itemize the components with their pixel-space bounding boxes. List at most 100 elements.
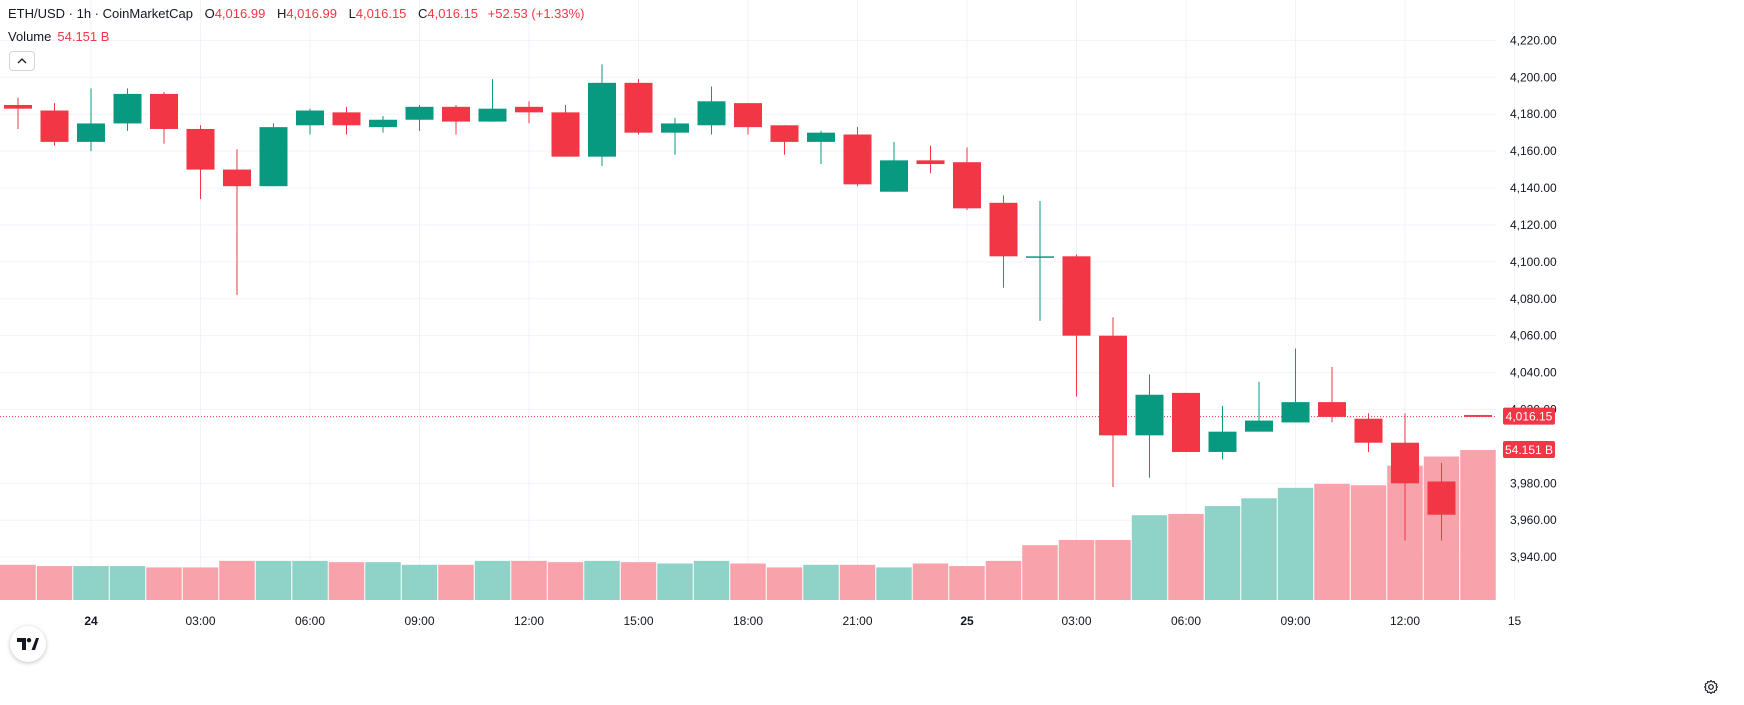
time-tick-label: 03:00: [1061, 614, 1091, 628]
collapse-legend-button[interactable]: [9, 51, 35, 71]
candle: [1354, 413, 1383, 452]
volume-bar: [1350, 485, 1387, 600]
price-tick-label: 3,960.00: [1510, 513, 1557, 527]
volume-bar: [474, 560, 511, 600]
volume-label: Volume: [8, 29, 52, 44]
open-value: 4,016.99: [214, 6, 266, 21]
volume-bar: [1095, 540, 1131, 600]
candle-body: [4, 104, 32, 109]
axes: 4,220.00 4,200.00 4,180.00 4,160.00 4,140.00…: [84, 33, 1557, 628]
time-tick-label: 15:00: [623, 614, 653, 628]
volume-bar: [292, 560, 328, 600]
volume-bar: [693, 560, 730, 600]
volume-bar: [36, 566, 73, 600]
candle: [697, 86, 726, 135]
candle-body: [588, 82, 616, 157]
candle: [1391, 413, 1419, 541]
volume-bar: [547, 562, 584, 600]
tradingview-logo-icon: [17, 638, 39, 650]
candle: [442, 104, 470, 135]
volume-legend[interactable]: Volume 54.151 B: [8, 29, 109, 45]
volume-bar: [766, 567, 803, 600]
time-tick-label: 06:00: [295, 614, 325, 628]
volume-bar: [328, 562, 365, 600]
candle: [551, 104, 580, 157]
candle-body: [843, 134, 872, 185]
candle: [1135, 374, 1164, 478]
volume-bar: [365, 562, 401, 600]
volume-bar: [1277, 487, 1314, 600]
time-tick-label: 15: [1508, 614, 1522, 628]
candle: [661, 117, 689, 155]
volume-bar: [1204, 506, 1241, 600]
price-tick-label: 4,120.00: [1510, 218, 1557, 232]
tradingview-logo[interactable]: [10, 626, 46, 662]
candle: [843, 127, 872, 187]
candle: [223, 149, 251, 296]
candle: [478, 79, 507, 122]
symbol-title[interactable]: ETH/USD · 1h · CoinMarketCap: [8, 6, 193, 21]
price-tick-label: 4,040.00: [1510, 366, 1557, 380]
candle-body: [1026, 256, 1054, 258]
candle-body: [1354, 418, 1383, 443]
candle-body: [223, 169, 251, 187]
candle: [40, 103, 69, 146]
candle: [1062, 254, 1091, 397]
last-price-label: 4,016.15: [1506, 410, 1553, 424]
open-label: O: [204, 6, 215, 21]
price-tick-label: 4,180.00: [1510, 107, 1557, 121]
time-tick-label: 21:00: [842, 614, 872, 628]
price-tick-label: 4,080.00: [1510, 292, 1557, 306]
time-tick-label: 03:00: [185, 614, 215, 628]
candle-body: [186, 128, 215, 170]
candle-body: [1099, 335, 1127, 436]
volume-bar: [438, 564, 474, 600]
candle-body: [405, 106, 434, 120]
candle: [405, 104, 434, 131]
candle: [1208, 405, 1237, 460]
volume-bar: [0, 564, 36, 600]
time-tick-label: 12:00: [1390, 614, 1420, 628]
candle-body: [807, 132, 835, 142]
gear-icon: [1703, 679, 1719, 695]
candle-body: [734, 103, 762, 128]
volume-value: 54.151 B: [57, 29, 110, 44]
time-tick-label: 09:00: [1280, 614, 1310, 628]
close-value: 4,016.15: [427, 6, 479, 21]
candle: [1427, 463, 1456, 541]
volume-bar: [1022, 545, 1058, 600]
candle: [4, 97, 32, 129]
candle: [1099, 317, 1127, 488]
candle: [1281, 348, 1310, 423]
candle-body: [880, 160, 908, 192]
candle: [1172, 392, 1200, 452]
candle: [1245, 381, 1273, 432]
volume-bar: [657, 563, 693, 600]
chart-legend: ETH/USD · 1h · CoinMarketCap O4,016.99 H…: [8, 6, 585, 22]
candle-body: [953, 162, 981, 209]
candle: [880, 141, 908, 192]
volume-bar: [912, 563, 949, 600]
candle-body: [624, 82, 653, 133]
candle-body: [296, 110, 324, 126]
candle: [186, 125, 215, 200]
volume-bar: [876, 567, 912, 600]
time-tick-label: 09:00: [404, 614, 434, 628]
volume-bar: [730, 563, 766, 600]
time-tick-label: 25: [960, 614, 974, 628]
candle-body: [40, 110, 69, 142]
candle-body: [1245, 420, 1273, 432]
volume-bar: [1241, 498, 1277, 600]
price-tick-label: 4,100.00: [1510, 255, 1557, 269]
candle-body: [1135, 394, 1164, 436]
candle: [296, 108, 324, 135]
candle-body: [697, 101, 726, 126]
candle: [515, 101, 543, 124]
time-tick-label: 06:00: [1171, 614, 1201, 628]
candle: [150, 92, 178, 144]
candle-body: [1391, 442, 1419, 484]
chart-settings-button[interactable]: [1700, 676, 1722, 698]
volume-bar: [1460, 450, 1496, 600]
candle: [369, 116, 397, 133]
